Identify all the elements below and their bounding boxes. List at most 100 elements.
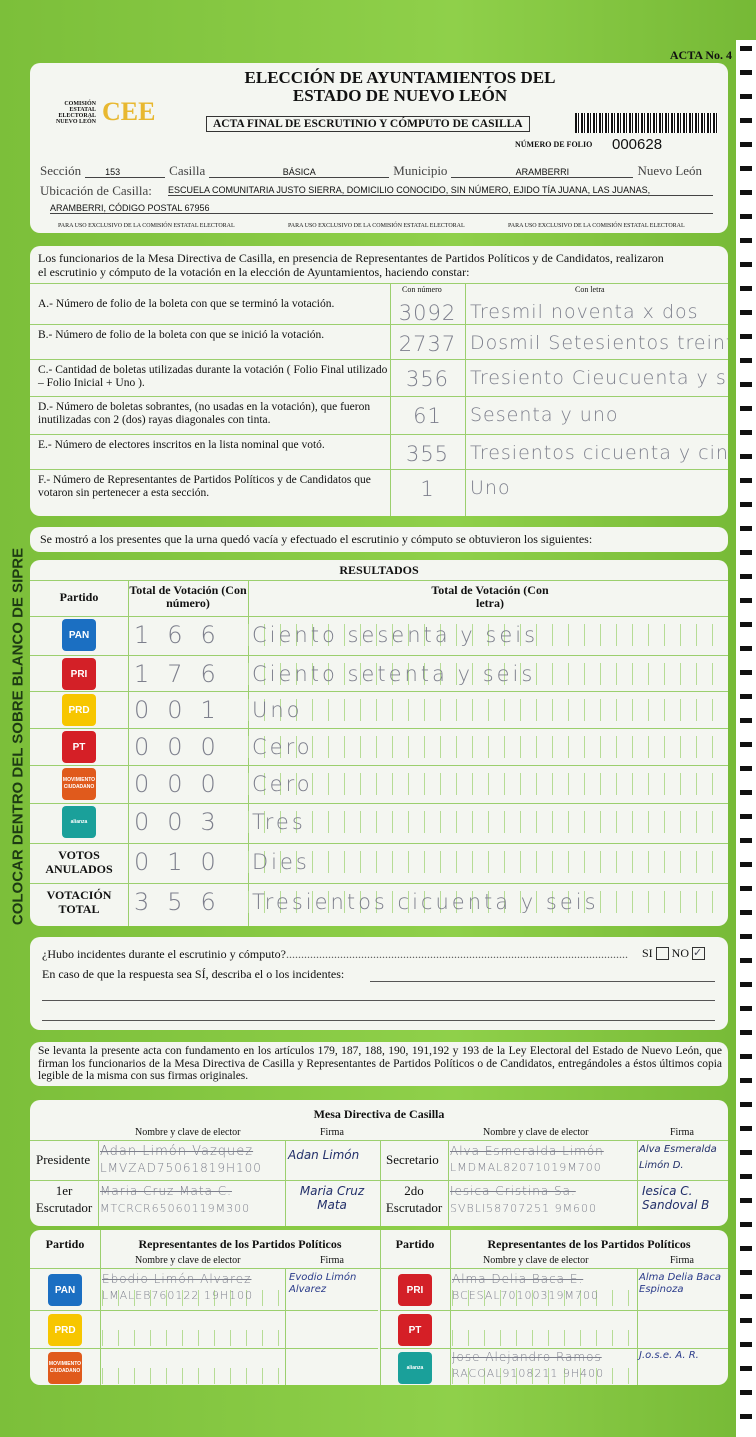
col-total-numero: Total de Votación (Con número) — [129, 583, 247, 610]
col-nombre: Nombre y clave de elector — [135, 1127, 241, 1138]
result-letter: Dies — [252, 850, 310, 874]
party-logo-pri: PRI — [62, 658, 96, 690]
count-row-letter: Tresientos cicuenta y cinco — [470, 442, 728, 464]
incidents-section: ¿Hubo incidentes durante el escrutinio y… — [30, 937, 728, 1030]
party-logo-movimiento-ciudadano: MOVIMIENTO CIUDADANO — [48, 1352, 82, 1384]
legal-basis: Se levanta la presente acta con fundamen… — [30, 1042, 728, 1086]
representative-clave: RACOAL9108211 9H400 — [452, 1367, 605, 1380]
col-nombre: Nombre y clave de elector — [483, 1127, 589, 1138]
col-firma: Firma — [670, 1127, 694, 1138]
role-b: Escrutador — [35, 1200, 93, 1215]
scan-mark — [740, 166, 752, 171]
intro-line-2: el escrutinio y cómputo de la votación e… — [38, 265, 470, 279]
scan-mark — [740, 286, 752, 291]
seccion-value: 153 — [85, 167, 166, 178]
scan-mark — [740, 502, 752, 507]
escrutador1-name: Maria Cruz Mata C. — [100, 1184, 232, 1198]
scan-edge-strip — [736, 40, 756, 1437]
scan-mark — [740, 742, 752, 747]
count-row-number: 2737 — [398, 332, 457, 356]
ubicacion-label: Ubicación de Casilla: — [40, 183, 152, 198]
scan-mark — [740, 1294, 752, 1299]
count-row-label: C.- Cantidad de boletas utilizadas duran… — [38, 364, 388, 389]
estado-label: Nuevo León — [637, 163, 703, 178]
escrutador2-name: Iesica Cristina Sa. — [450, 1184, 576, 1198]
ubicacion-line-2: ARAMBERRI, CÓDIGO POSTAL 67956 — [50, 203, 713, 214]
mesa-directiva-section: Mesa Directiva de Casilla Nombre y clave… — [30, 1100, 728, 1226]
presidente-clave: LMVZAD75061819H100 — [100, 1161, 262, 1175]
representative-clave: BCESAL70100319M700 — [452, 1289, 599, 1302]
representative-signature: J.o.s.e. A. R. — [639, 1350, 699, 1361]
intro-text: Los funcionarios de la Mesa Directiva de… — [38, 251, 723, 279]
intro-line-1: Los funcionarios de la Mesa Directiva de… — [38, 251, 664, 265]
count-row-label: F.- Número de Representantes de Partidos… — [38, 474, 371, 499]
result-letter: Uno — [252, 698, 303, 722]
si-checkbox[interactable] — [655, 947, 669, 960]
representative-clave: LMALEB760122 19H100 — [102, 1289, 254, 1302]
folio-label: NÚMERO DE FOLIO — [515, 140, 593, 149]
scan-mark — [740, 94, 752, 99]
party-representatives-section: Partido Representantes de los Partidos P… — [30, 1230, 728, 1385]
role-a: 1er — [55, 1183, 73, 1198]
acta-number: ACTA No. 4 — [669, 48, 732, 62]
party-logo-pri: PRI — [398, 1274, 432, 1306]
escrutador2-clave: SVBLI58707251 9M600 — [450, 1202, 598, 1215]
scan-mark — [740, 430, 752, 435]
count-row-letter: Tresiento Cieucuenta y seis — [470, 367, 728, 389]
scan-mark — [740, 694, 752, 699]
escrutador2-signature: Iesica C. Sandoval B — [642, 1184, 710, 1212]
result-number: 010 — [134, 848, 234, 876]
scan-mark — [740, 406, 752, 411]
reps-title: Representantes de los Partidos Políticos — [138, 1237, 342, 1251]
role-b: Escrutador — [385, 1200, 443, 1215]
acta-subtitle: ACTA FINAL DE ESCRUTINIO Y CÓMPUTO DE CA… — [206, 116, 530, 132]
party-logo-prd: PRD — [62, 694, 96, 726]
casilla-label: Casilla — [169, 163, 206, 178]
scan-mark — [740, 262, 752, 267]
scan-mark — [740, 46, 752, 51]
party-logo-alianza: alianza — [398, 1352, 432, 1384]
party-logo-pan: PAN — [48, 1274, 82, 1306]
title-line-1: ELECCIÓN DE AYUNTAMIENTOS DEL — [244, 68, 556, 87]
party-logo-pt: PT — [62, 731, 96, 763]
seccion-label: Sección — [40, 163, 82, 178]
urna-statement: Se mostró a los presentes que la urna qu… — [30, 527, 728, 552]
no-checkbox-checked[interactable]: ✓ — [692, 947, 706, 960]
scan-mark — [740, 550, 752, 555]
count-row-label: A.- Número de folio de la boleta con que… — [38, 298, 335, 310]
secretario-signature: Alva Esmeralda Limón D. — [639, 1144, 717, 1171]
municipio-label: Municipio — [393, 163, 448, 178]
barcode — [575, 113, 718, 133]
scan-mark — [740, 526, 752, 531]
folio-number: 000628 — [612, 136, 663, 153]
representative-name: Alma Delia Baca E. — [452, 1272, 584, 1286]
municipio-value: ARAMBERRI — [451, 167, 634, 178]
results-section: RESULTADOS Partido Total de Votación (Co… — [30, 560, 728, 926]
scan-mark — [740, 1102, 752, 1107]
scan-mark — [740, 1078, 752, 1083]
header-section: COMISIÓN ESTATAL ELECTORAL NUEVO LEÓN CE… — [30, 63, 728, 233]
page-title: ELECCIÓN DE AYUNTAMIENTOS DEL ESTADO DE … — [210, 69, 590, 105]
result-letter: Ciento setenta y seis — [252, 662, 536, 686]
si-label: SI — [642, 946, 653, 960]
count-row-letter: Tresmil noventa x dos — [470, 301, 699, 323]
role-escrutador-1: 1er Escrutador — [30, 1182, 98, 1216]
scan-mark — [740, 1342, 752, 1347]
scan-mark — [740, 1198, 752, 1203]
scan-mark — [740, 1270, 752, 1275]
count-row-number: 355 — [405, 442, 450, 466]
mesa-title: Mesa Directiva de Casilla — [313, 1107, 445, 1121]
col-firma: Firma — [670, 1255, 694, 1266]
cee-logo: CEE — [102, 97, 156, 126]
representative-signature: Evodio Limón Alvarez — [289, 1272, 357, 1295]
count-row-number: 61 — [413, 404, 442, 428]
scan-mark — [740, 1414, 752, 1419]
col-nombre: Nombre y clave de elector — [483, 1255, 589, 1266]
scan-mark — [740, 382, 752, 387]
incidents-question: ¿Hubo incidentes durante el escrutinio y… — [42, 947, 628, 961]
scan-mark — [740, 862, 752, 867]
result-row-label: VOTOS ANULADOS — [45, 848, 113, 876]
col-partido: Partido — [395, 1237, 435, 1251]
count-row-letter: Uno — [470, 477, 511, 499]
casilla-value: BÁSICA — [209, 167, 390, 178]
